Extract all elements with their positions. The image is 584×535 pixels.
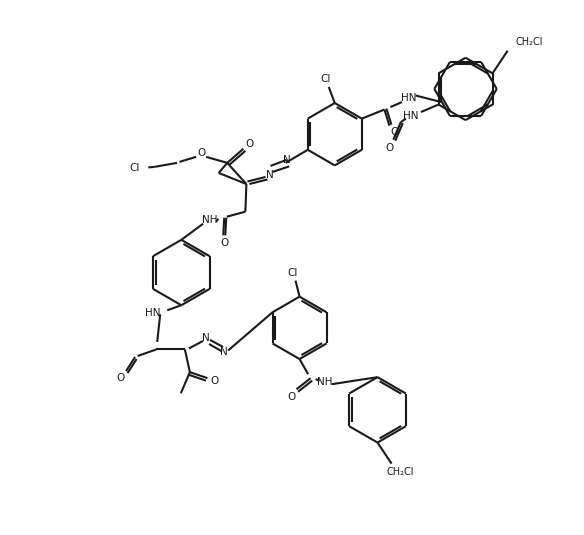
Text: HN: HN	[403, 111, 419, 120]
Text: O: O	[385, 143, 394, 154]
Text: N: N	[202, 333, 210, 343]
Text: O: O	[390, 127, 399, 137]
Text: O: O	[117, 373, 125, 383]
Text: N: N	[266, 171, 273, 180]
Text: O: O	[287, 392, 296, 402]
Text: CH₂Cl: CH₂Cl	[515, 37, 543, 47]
Text: O: O	[197, 148, 205, 158]
Text: HN: HN	[145, 308, 160, 318]
Text: Cl: Cl	[321, 74, 331, 84]
Text: N: N	[283, 155, 290, 165]
Text: Cl: Cl	[130, 163, 140, 173]
Text: N: N	[220, 347, 228, 357]
Text: HN: HN	[401, 94, 416, 103]
Text: CH₂Cl: CH₂Cl	[387, 467, 414, 477]
Text: O: O	[220, 238, 228, 248]
Text: NH: NH	[317, 377, 332, 387]
Text: O: O	[246, 139, 254, 149]
Text: O: O	[210, 376, 218, 386]
Text: Cl: Cl	[287, 268, 298, 278]
Text: NH: NH	[203, 215, 218, 225]
